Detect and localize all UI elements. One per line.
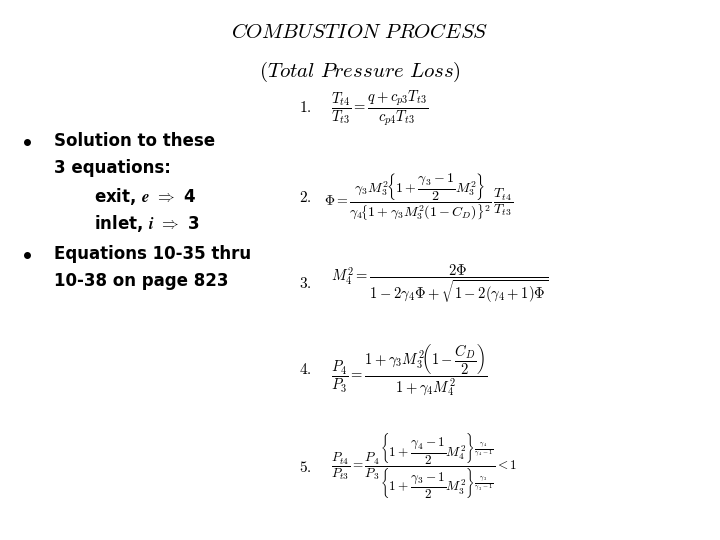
Text: Solution to these: Solution to these [54, 132, 215, 150]
Text: 3 equations:: 3 equations: [54, 159, 171, 177]
Text: inlet, $\boldsymbol{i}$ $\Rightarrow$ 3: inlet, $\boldsymbol{i}$ $\Rightarrow$ 3 [94, 213, 199, 234]
Text: $M_4^2 = \dfrac{2\Phi}{1-2\gamma_4\Phi+\sqrt{1-2(\gamma_4+1)\Phi}}$: $M_4^2 = \dfrac{2\Phi}{1-2\gamma_4\Phi+\… [331, 262, 548, 305]
Text: $\mathit{4.}$: $\mathit{4.}$ [299, 362, 311, 377]
Text: $\dfrac{P_{t4}}{P_{t3}}=\dfrac{P_4}{P_3}\dfrac{\left\{1+\dfrac{\gamma_4-1}{2}M_4: $\dfrac{P_{t4}}{P_{t3}}=\dfrac{P_4}{P_3}… [331, 433, 518, 501]
Text: exit, $\boldsymbol{e}$ $\Rightarrow$ 4: exit, $\boldsymbol{e}$ $\Rightarrow$ 4 [94, 186, 196, 207]
Text: $\mathbf{\mathit{(Total\ Pressure\ Loss)}}$: $\mathbf{\mathit{(Total\ Pressure\ Loss)… [259, 59, 461, 84]
Text: $\mathit{5.}$: $\mathit{5.}$ [299, 460, 311, 475]
Text: $\mathit{2.}$: $\mathit{2.}$ [299, 190, 311, 205]
Text: $\mathit{3.}$: $\mathit{3.}$ [299, 276, 311, 291]
Text: $\dfrac{T_{t4}}{T_{t3}} = \dfrac{q + c_{p3}T_{t3}}{c_{p4}T_{t3}}$: $\dfrac{T_{t4}}{T_{t3}} = \dfrac{q + c_{… [331, 88, 428, 128]
Text: $\bullet$: $\bullet$ [22, 245, 32, 262]
Text: 10-38 on page 823: 10-38 on page 823 [54, 272, 228, 289]
Text: $\mathbf{\mathit{COMBUSTION\ PROCESS}}$: $\mathbf{\mathit{COMBUSTION\ PROCESS}}$ [231, 22, 489, 42]
Text: $\dfrac{P_4}{P_3} = \dfrac{1+\gamma_3 M_3^2\!\left(1-\dfrac{C_D}{2}\right)}{1+\g: $\dfrac{P_4}{P_3} = \dfrac{1+\gamma_3 M_… [331, 342, 488, 397]
Text: $\mathit{1.}$: $\mathit{1.}$ [299, 100, 311, 116]
Text: Equations 10-35 thru: Equations 10-35 thru [54, 245, 251, 262]
Text: $\bullet$: $\bullet$ [22, 132, 32, 150]
Text: $\Phi = \dfrac{\gamma_3 M_3^2\!\left\{1+\dfrac{\gamma_3-1}{2}M_3^2\right\}}{\gam: $\Phi = \dfrac{\gamma_3 M_3^2\!\left\{1+… [324, 171, 513, 223]
